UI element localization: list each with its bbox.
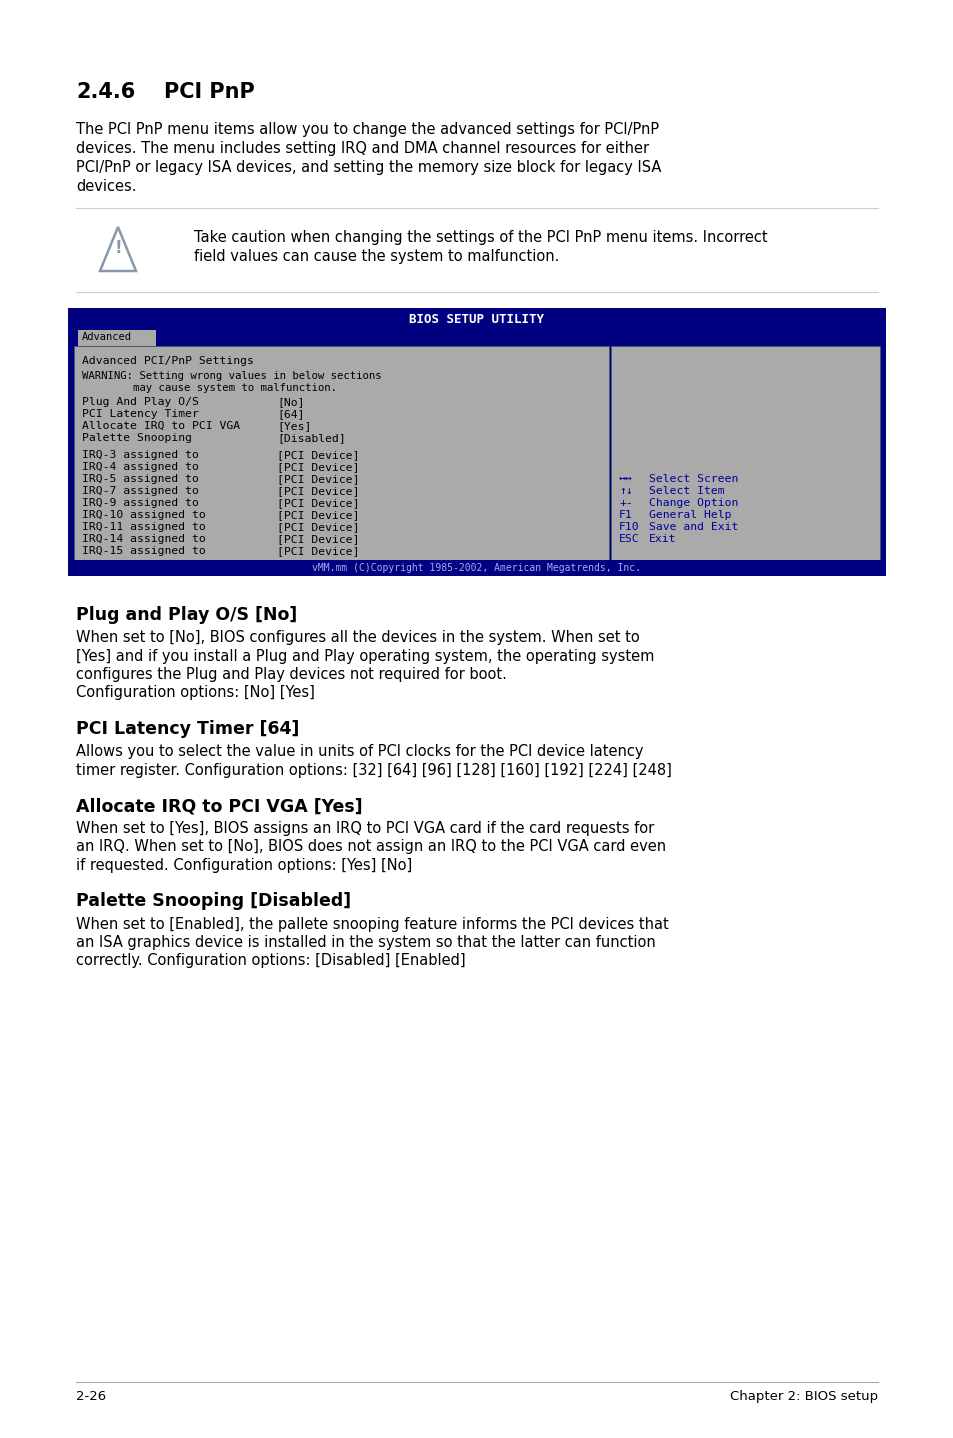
Text: Allocate IRQ to PCI VGA: Allocate IRQ to PCI VGA xyxy=(82,421,240,431)
Text: Change Option: Change Option xyxy=(648,498,738,508)
Text: +-: +- xyxy=(618,498,632,508)
Text: ↔↔: ↔↔ xyxy=(618,475,632,485)
Text: timer register. Configuration options: [32] [64] [96] [128] [160] [192] [224] [2: timer register. Configuration options: [… xyxy=(76,762,671,778)
Text: 2.4.6: 2.4.6 xyxy=(76,82,135,102)
Bar xyxy=(68,559,885,577)
Text: [PCI Device]: [PCI Device] xyxy=(276,462,359,472)
Text: Advanced PCI/PnP Settings: Advanced PCI/PnP Settings xyxy=(82,357,253,367)
Text: Save and Exit: Save and Exit xyxy=(648,522,738,532)
Text: PCI Latency Timer: PCI Latency Timer xyxy=(82,408,198,418)
Text: vMM.mm (C)Copyright 1985-2002, American Megatrends, Inc.: vMM.mm (C)Copyright 1985-2002, American … xyxy=(313,564,640,572)
Text: Palette Snooping [Disabled]: Palette Snooping [Disabled] xyxy=(76,893,351,910)
Text: [PCI Device]: [PCI Device] xyxy=(276,498,359,508)
Text: IRQ-9 assigned to: IRQ-9 assigned to xyxy=(82,498,198,508)
Text: Select Item: Select Item xyxy=(648,486,724,496)
Text: [PCI Device]: [PCI Device] xyxy=(276,486,359,496)
Text: Select Screen: Select Screen xyxy=(648,475,738,485)
Text: Take caution when changing the settings of the PCI PnP menu items. Incorrect: Take caution when changing the settings … xyxy=(193,230,767,244)
Text: IRQ-11 assigned to: IRQ-11 assigned to xyxy=(82,522,206,532)
Text: IRQ-15 assigned to: IRQ-15 assigned to xyxy=(82,546,206,557)
Text: devices.: devices. xyxy=(76,178,136,194)
Text: [Disabled]: [Disabled] xyxy=(276,433,345,443)
Text: IRQ-4 assigned to: IRQ-4 assigned to xyxy=(82,462,198,472)
Text: F10: F10 xyxy=(618,522,639,532)
Text: Plug and Play O/S [No]: Plug and Play O/S [No] xyxy=(76,605,297,624)
Text: an IRQ. When set to [No], BIOS does not assign an IRQ to the PCI VGA card even: an IRQ. When set to [No], BIOS does not … xyxy=(76,840,665,854)
Text: IRQ-5 assigned to: IRQ-5 assigned to xyxy=(82,475,198,485)
Text: ↑↓: ↑↓ xyxy=(618,486,632,496)
Text: ESC: ESC xyxy=(618,533,639,544)
Text: Allows you to select the value in units of PCI clocks for the PCI device latency: Allows you to select the value in units … xyxy=(76,743,643,759)
Text: Plug And Play O/S: Plug And Play O/S xyxy=(82,397,198,407)
Bar xyxy=(78,329,156,347)
Text: PCI PnP: PCI PnP xyxy=(164,82,254,102)
Text: configures the Plug and Play devices not required for boot.: configures the Plug and Play devices not… xyxy=(76,667,506,682)
Text: [Yes]: [Yes] xyxy=(276,421,311,431)
Text: IRQ-14 assigned to: IRQ-14 assigned to xyxy=(82,533,206,544)
Text: [PCI Device]: [PCI Device] xyxy=(276,475,359,485)
Text: devices. The menu includes setting IRQ and DMA channel resources for either: devices. The menu includes setting IRQ a… xyxy=(76,141,648,155)
Text: [PCI Device]: [PCI Device] xyxy=(276,522,359,532)
Text: The PCI PnP menu items allow you to change the advanced settings for PCI/PnP: The PCI PnP menu items allow you to chan… xyxy=(76,122,659,137)
Bar xyxy=(74,347,608,559)
Text: correctly. Configuration options: [Disabled] [Enabled]: correctly. Configuration options: [Disab… xyxy=(76,953,465,969)
Text: BIOS SETUP UTILITY: BIOS SETUP UTILITY xyxy=(409,313,544,326)
Text: IRQ-10 assigned to: IRQ-10 assigned to xyxy=(82,510,206,521)
Text: [No]: [No] xyxy=(276,397,304,407)
Text: Configuration options: [No] [Yes]: Configuration options: [No] [Yes] xyxy=(76,686,314,700)
Text: [PCI Device]: [PCI Device] xyxy=(276,510,359,521)
Text: an ISA graphics device is installed in the system so that the latter can functio: an ISA graphics device is installed in t… xyxy=(76,935,655,951)
Text: [PCI Device]: [PCI Device] xyxy=(276,533,359,544)
Text: F1: F1 xyxy=(618,510,632,521)
Text: Allocate IRQ to PCI VGA [Yes]: Allocate IRQ to PCI VGA [Yes] xyxy=(76,797,362,815)
Text: may cause system to malfunction.: may cause system to malfunction. xyxy=(82,383,336,393)
Text: [64]: [64] xyxy=(276,408,304,418)
Text: [PCI Device]: [PCI Device] xyxy=(276,546,359,557)
Bar xyxy=(610,347,879,559)
Bar xyxy=(68,308,885,577)
Text: WARNING: Setting wrong values in below sections: WARNING: Setting wrong values in below s… xyxy=(82,371,381,381)
Text: When set to [No], BIOS configures all the devices in the system. When set to: When set to [No], BIOS configures all th… xyxy=(76,630,639,646)
Text: Palette Snooping: Palette Snooping xyxy=(82,433,192,443)
Text: Chapter 2: BIOS setup: Chapter 2: BIOS setup xyxy=(729,1391,877,1403)
Text: When set to [Yes], BIOS assigns an IRQ to PCI VGA card if the card requests for: When set to [Yes], BIOS assigns an IRQ t… xyxy=(76,821,654,835)
Text: General Help: General Help xyxy=(648,510,731,521)
Text: IRQ-7 assigned to: IRQ-7 assigned to xyxy=(82,486,198,496)
Text: Exit: Exit xyxy=(648,533,676,544)
Text: PCI/PnP or legacy ISA devices, and setting the memory size block for legacy ISA: PCI/PnP or legacy ISA devices, and setti… xyxy=(76,160,660,175)
Text: field values can cause the system to malfunction.: field values can cause the system to mal… xyxy=(193,249,558,265)
Text: Advanced: Advanced xyxy=(82,332,132,342)
Text: IRQ-3 assigned to: IRQ-3 assigned to xyxy=(82,450,198,460)
Text: [Yes] and if you install a Plug and Play operating system, the operating system: [Yes] and if you install a Plug and Play… xyxy=(76,649,654,663)
Text: 2-26: 2-26 xyxy=(76,1391,106,1403)
Text: if requested. Configuration options: [Yes] [No]: if requested. Configuration options: [Ye… xyxy=(76,858,412,873)
Text: PCI Latency Timer [64]: PCI Latency Timer [64] xyxy=(76,720,299,738)
Text: When set to [Enabled], the pallete snooping feature informs the PCI devices that: When set to [Enabled], the pallete snoop… xyxy=(76,916,668,932)
Text: !: ! xyxy=(114,239,122,257)
Text: [PCI Device]: [PCI Device] xyxy=(276,450,359,460)
